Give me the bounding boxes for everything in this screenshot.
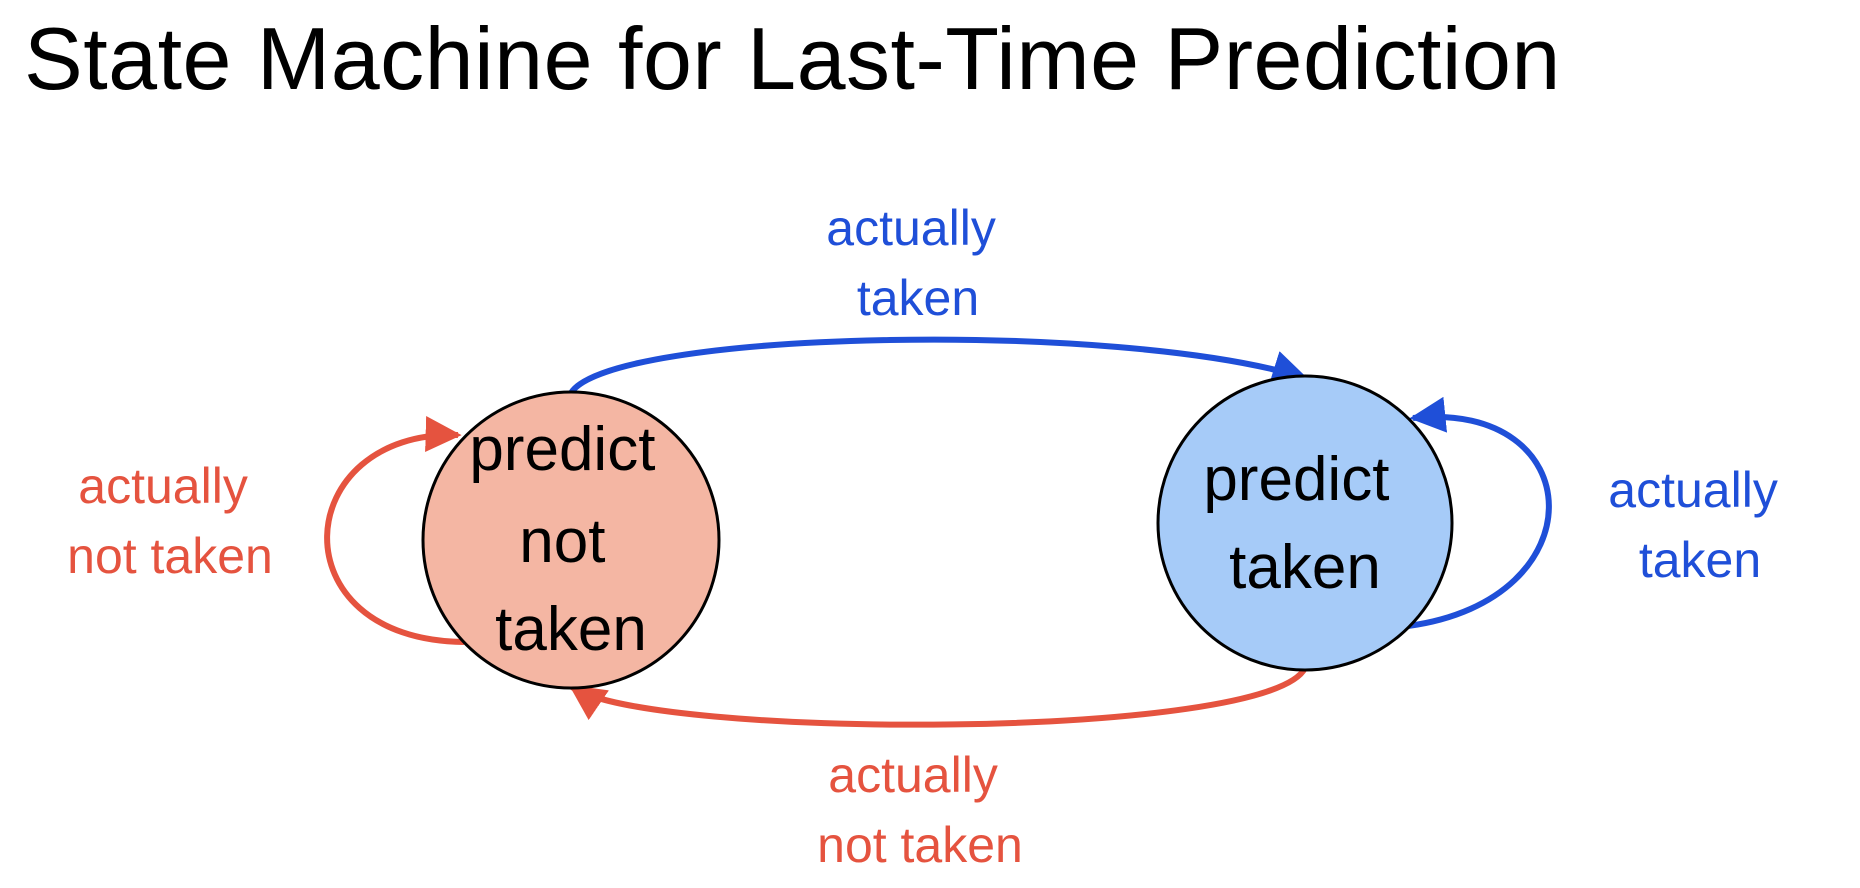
transition-label-line: actually <box>1608 462 1778 518</box>
transition-label-line: actually <box>828 747 998 803</box>
arrow-not-taken-to-taken <box>568 336 1309 395</box>
page-title: State Machine for Last-Time Prediction <box>24 9 1561 108</box>
state-label-line: not <box>519 507 605 576</box>
arrow-not-taken-self-loop <box>324 416 465 645</box>
transition-label-taken-self-loop: actually taken <box>1608 462 1791 588</box>
state-label-line: predict <box>1203 445 1389 514</box>
transition-label-not-taken-to-taken: actually taken <box>826 200 1009 326</box>
arrow-taken-to-not-taken <box>569 666 1308 728</box>
svg-text:predict not taken: predict not taken <box>469 415 672 664</box>
state-label-line: predict <box>469 415 655 484</box>
state-label-line: taken <box>495 595 647 664</box>
transition-label-taken-to-not-taken: actually not taken <box>817 747 1023 873</box>
transition-label-line: not taken <box>817 817 1023 873</box>
transition-label-line: actually <box>78 458 248 514</box>
transition-label-not-taken-self-loop: actually not taken <box>67 458 273 584</box>
arrow-taken-self-loop <box>1407 396 1552 629</box>
state-predict-not-taken: predict not taken <box>421 390 721 690</box>
transition-label-line: actually <box>826 200 996 256</box>
state-predict-taken: predict taken <box>1156 374 1454 672</box>
transition-label-line: taken <box>1639 532 1761 588</box>
transition-label-line: taken <box>857 270 979 326</box>
state-circle-not-taken <box>421 390 721 690</box>
svg-text:predict taken: predict taken <box>1203 445 1406 602</box>
state-label-line: taken <box>1229 533 1381 602</box>
state-circle-taken <box>1156 374 1454 672</box>
transition-label-line: not taken <box>67 528 273 584</box>
